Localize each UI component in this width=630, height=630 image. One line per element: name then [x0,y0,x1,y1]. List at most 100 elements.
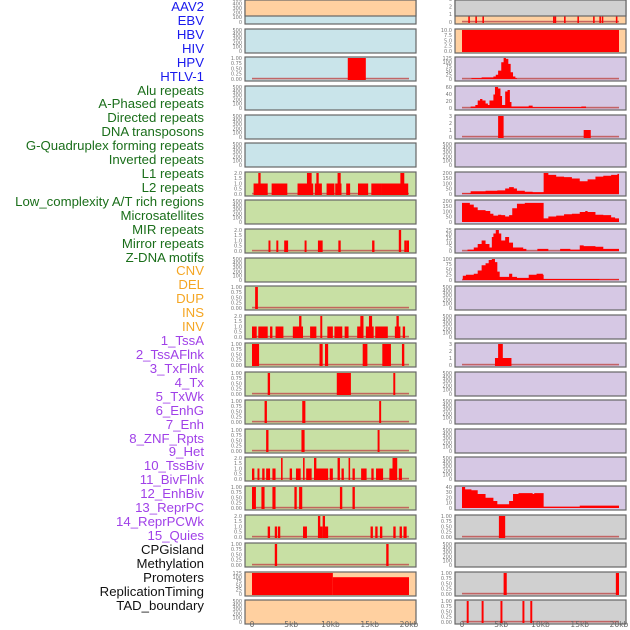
y-tick-label: 200 [442,440,452,446]
left-panel: 0.000.250.500.751.00 [231,485,417,512]
y-tick-label: 50 [446,267,452,273]
panel-background [454,0,627,17]
y-tick-label: 0.50 [441,581,452,587]
data-bar [498,344,503,366]
y-tick-label: 100 [232,102,242,108]
baseline [462,592,619,595]
row-label: DEL [178,277,204,293]
data-bar [317,240,323,252]
data-bar [599,14,601,23]
y-tick-label: 25 [446,228,452,234]
panel-background [244,428,417,454]
y-tick-label: 0.50 [441,609,452,615]
y-tick-label: 60 [446,85,452,91]
y-tick-label: 75 [236,579,242,585]
y-tick-label: 3 [449,114,452,120]
row-label: 10_TssBiv [143,458,204,474]
y-tick-label: 500 [232,0,242,2]
data-bar [403,183,409,195]
y-tick-label: 25 [446,73,452,79]
data-bar [375,526,378,538]
y-tick-label: 300 [442,379,452,385]
panel-background [244,142,417,168]
row-label: Promoters [143,569,204,585]
data-bar [252,468,255,480]
y-tick-label: 0 [239,278,242,284]
y-tick-label: 500 [442,0,452,2]
row-label: 11_BivFlnk [139,472,204,488]
data-bar [267,373,271,395]
data-bar [377,430,380,452]
y-tick-label: 500 [442,428,452,434]
y-tick-label: 10.0 [441,28,452,34]
y-tick-label: 500 [232,28,242,34]
data-bar [522,601,525,623]
y-tick-label: 1.0 [234,524,242,530]
y-tick-label: 75 [446,262,452,268]
right-panel: 0.02.55.07.510.0 [441,28,627,55]
y-tick-label: 0.0 [234,249,242,255]
data-bar [284,240,289,252]
y-tick-label: 400 [232,89,242,95]
row-label: Low_complexity A/T rich regions [15,193,204,209]
y-tick-label: 1 [449,128,452,134]
data-bar [326,183,335,195]
y-tick-label: 0.00 [231,306,242,312]
row-label: 15_Quies [147,527,204,543]
y-tick-label: 50 [446,187,452,193]
panel-background [454,114,627,140]
y-tick-label: 300 [232,93,242,99]
y-tick-label: 5 [449,245,452,251]
data-bar [370,526,373,538]
row-label: HPV [176,54,204,70]
y-tick-label: 400 [442,375,452,381]
y-tick-label: 200 [442,199,452,205]
y-tick-label: 50 [446,68,452,74]
y-tick-label: 400 [232,1,242,7]
data-bar [299,316,302,338]
data-bar [362,344,368,366]
data-bar [601,14,604,23]
y-tick-label: 100 [442,257,452,263]
y-tick-label: 100 [442,416,452,422]
data-bar [299,487,303,509]
y-tick-label: 0.0 [444,49,452,55]
data-bar [274,526,278,538]
y-tick-label: 100 [442,473,452,479]
data-bar [462,30,619,52]
y-tick-label: 0 [449,563,452,569]
left-panel: 0.00.51.01.52.0 [234,514,417,541]
y-tick-label: 0.25 [231,72,242,78]
y-tick-label: 300 [442,550,452,556]
data-bar [339,487,343,509]
y-tick-label: 200 [442,0,452,2]
y-tick-label: 3 [449,0,452,3]
data-bar [252,573,333,595]
row-label: 14_ReprPCWk [116,514,204,530]
left-panel: 0.000.250.500.751.00 [231,342,417,369]
y-tick-label: 2.5 [444,44,452,50]
panel-background [454,399,627,425]
y-tick-label: 1.00 [231,399,242,405]
data-bar [500,601,503,623]
y-tick-label: 0.0 [234,477,242,483]
right-panel: 0.000.250.500.751.00 [441,514,627,541]
y-tick-label: 1 [449,12,452,18]
baseline [252,563,409,566]
y-tick-label: 200 [442,171,452,177]
left-panel: 0.000.250.500.751.00 [231,371,417,398]
data-bar [352,487,355,509]
row-label: 5_TxWk [155,388,204,404]
baseline [462,363,619,366]
y-tick-label: 200 [232,40,242,46]
data-bar [258,173,261,195]
y-tick-label: 100 [232,274,242,280]
y-tick-label: 200 [232,611,242,617]
y-tick-label: 150 [442,204,452,210]
data-bar [352,468,355,480]
y-tick-label: 0.00 [231,77,242,83]
baseline [252,449,409,452]
y-tick-label: 0.5 [234,330,242,336]
y-tick-label: 0.25 [231,415,242,421]
